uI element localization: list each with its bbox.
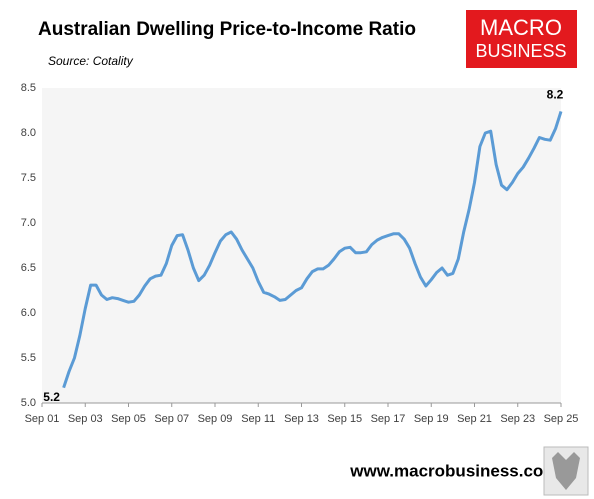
x-tick-label: Sep 07 [154, 413, 189, 425]
x-tick-label: Sep 15 [327, 413, 362, 425]
line [62, 110, 563, 389]
x-tick-label: Sep 11 [241, 413, 275, 425]
x-tick-label: Sep 09 [198, 413, 233, 425]
y-tick-label: 8.5 [21, 82, 36, 94]
x-tick-label: Sep 25 [544, 413, 579, 425]
data-label: 8.2 [547, 88, 564, 102]
chart-title: Australian Dwelling Price-to-Income Rati… [38, 19, 416, 40]
plot-area [42, 88, 561, 403]
y-tick-label: 7.0 [21, 217, 36, 229]
y-tick-label: 5.0 [21, 397, 36, 409]
logo-icon [552, 452, 580, 490]
chart-subtitle: Source: Cotality [48, 54, 134, 68]
x-tick-label: Sep 13 [284, 413, 319, 425]
logo-box [466, 10, 577, 68]
x-tick-label: Sep 03 [68, 413, 103, 425]
y-tick-label: 6.5 [21, 262, 36, 274]
y-tick-label: 7.5 [21, 172, 36, 184]
x-tick-label: Sep 01 [25, 413, 60, 425]
data-label: 5.2 [43, 390, 60, 404]
x-tick-label: Sep 19 [414, 413, 449, 425]
x-tick-label: Sep 23 [500, 413, 535, 425]
y-tick-label: 6.0 [21, 307, 36, 319]
y-tick-label: 8.0 [21, 127, 36, 139]
x-tick-label: Sep 17 [371, 413, 406, 425]
x-tick-label: Sep 21 [457, 413, 492, 425]
x-tick-label: Sep 05 [111, 413, 146, 425]
y-tick-label: 5.5 [21, 352, 36, 364]
logo-text: MACRO [480, 15, 562, 40]
footer: www.macrobusiness.com.au [349, 461, 583, 480]
logo-text: BUSINESS [475, 41, 566, 61]
